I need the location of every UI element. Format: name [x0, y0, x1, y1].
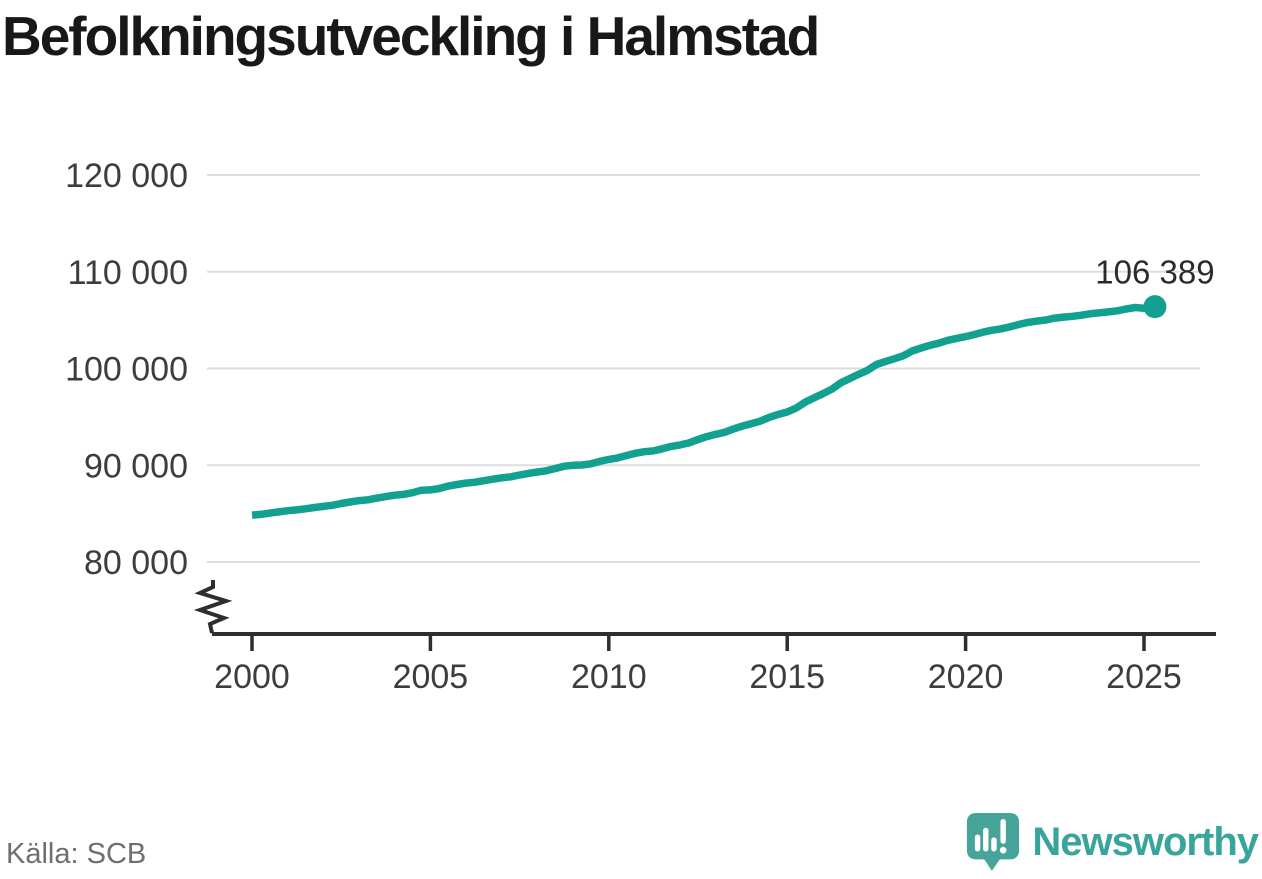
x-axis-label: 2025 [1106, 658, 1182, 696]
x-axis-label: 2015 [749, 658, 825, 696]
newsworthy-wordmark: Newsworthy [1032, 819, 1259, 864]
source-label: Källa: SCB [6, 838, 147, 870]
end-value-label: 106 389 [1095, 254, 1214, 291]
chart-title: Befolkningsutveckling i Halmstad [2, 5, 820, 67]
series-line [251, 303, 1154, 519]
y-axis-label: 80 000 [84, 544, 188, 582]
y-axis-label: 110 000 [68, 254, 188, 292]
x-axis-label: 2000 [214, 658, 290, 696]
bar-chart-glyph [975, 818, 1007, 852]
axis-break-zigzag [193, 580, 233, 634]
newsworthy-logo-icon [967, 813, 1020, 871]
y-axis-label: 120 000 [65, 157, 188, 195]
newsworthy-logo: Newsworthy [964, 810, 1259, 874]
exclamation-dot [1000, 846, 1007, 854]
y-axis-label: 90 000 [84, 447, 188, 485]
x-axis-label: 2005 [393, 658, 469, 696]
x-axis-label: 2010 [571, 658, 647, 696]
end-point-dot [1143, 295, 1167, 319]
y-axis-label: 100 000 [65, 351, 188, 389]
population-line-chart: 80 000 90 000 100 000 110 000 120 000 2000 200… [65, 157, 1216, 696]
x-axis-label: 2020 [928, 658, 1004, 696]
